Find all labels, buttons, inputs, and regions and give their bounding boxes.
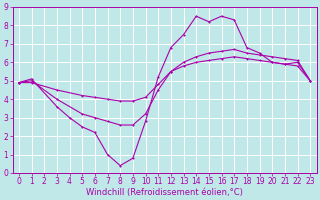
X-axis label: Windchill (Refroidissement éolien,°C): Windchill (Refroidissement éolien,°C) [86,188,243,197]
